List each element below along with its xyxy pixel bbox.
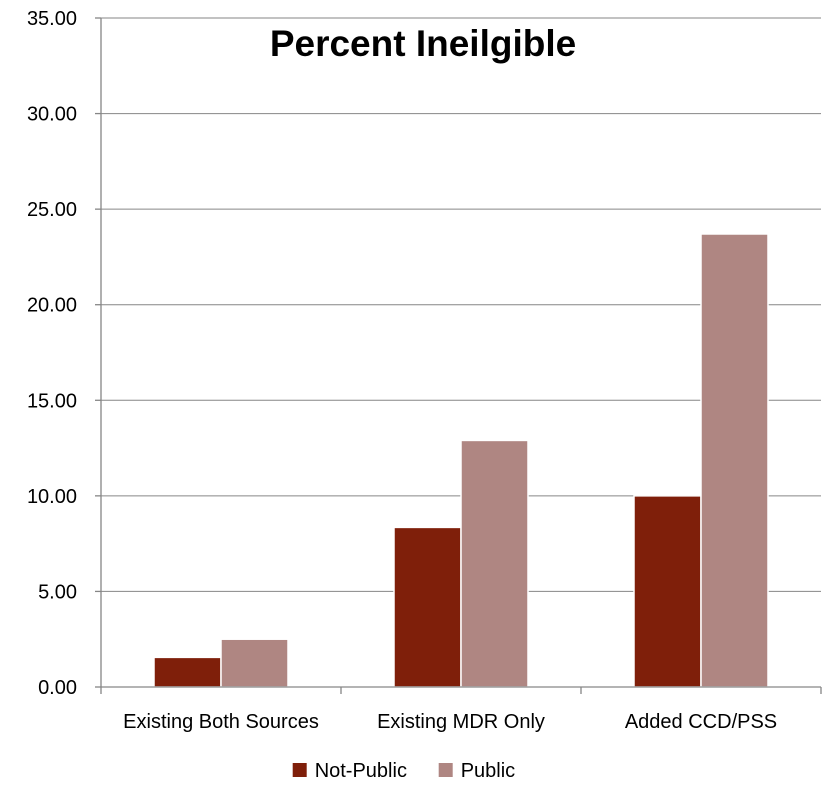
gridlines <box>101 17 821 592</box>
legend: Not-Public Public <box>292 760 515 782</box>
bar-public-1 <box>460 439 529 688</box>
bar-not-public-2 <box>633 495 702 688</box>
y-axis-tick-labels: 0.00 5.00 10.00 15.00 20.00 25.00 30.00 35.00 <box>27 8 101 699</box>
y-tick-label: 35.00 <box>27 8 77 30</box>
x-category-label: Existing Both Sources <box>123 711 319 733</box>
x-category-label: Added CCD/PSS <box>625 711 777 733</box>
x-axis-category-labels: Existing Both Sources Existing MDR Only Ad… <box>123 711 777 733</box>
y-tick-label: 0.00 <box>38 677 77 699</box>
axes <box>100 18 822 694</box>
y-tick-label: 15.00 <box>27 390 77 412</box>
x-category-label: Existing MDR Only <box>377 711 545 733</box>
legend-swatch <box>438 763 453 777</box>
bar-public-2 <box>700 233 769 688</box>
legend-label: Public <box>461 760 515 782</box>
y-tick-label: 30.00 <box>27 104 77 126</box>
y-tick-label: 20.00 <box>27 295 77 317</box>
bar-not-public-0 <box>153 656 222 688</box>
legend-label: Not-Public <box>315 760 407 782</box>
y-tick-label: 25.00 <box>27 199 77 221</box>
chart-title: Percent Ineilgible <box>270 23 576 64</box>
y-tick-label: 10.00 <box>27 486 77 508</box>
y-tick-label: 5.00 <box>38 581 77 603</box>
bar-not-public-1 <box>393 526 462 688</box>
bars <box>153 233 769 688</box>
bar-public-0 <box>220 638 289 688</box>
legend-swatch <box>292 763 307 777</box>
